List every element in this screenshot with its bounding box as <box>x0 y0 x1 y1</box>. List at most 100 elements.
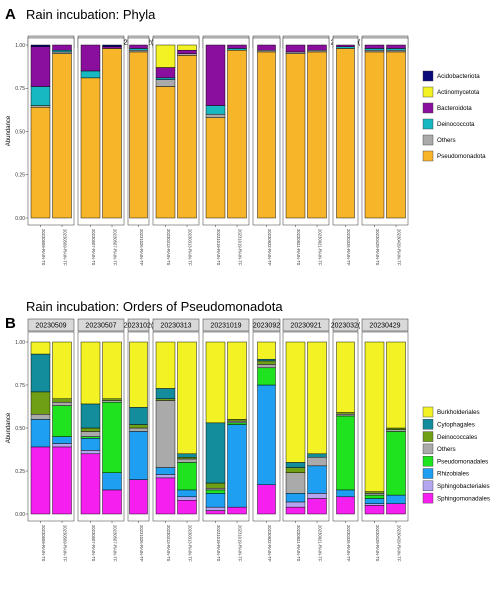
panel-a-bar-segment-pseudomonadota <box>307 51 327 219</box>
panel-b-facet-label: 20231019 <box>210 322 241 329</box>
panel-b-bar-segment-rhizobiales <box>155 467 176 475</box>
panel-b-bar-segment-sphingomonadales <box>257 484 276 515</box>
panel-b-legend-label: Sphingomonadales <box>437 495 490 502</box>
panel-b-facet-strip <box>77 318 125 332</box>
panel-b-bar-segment-rhizobiales <box>336 489 355 498</box>
panel-a-sample-label: 20230429-RAIN-TF <box>397 229 402 266</box>
panel-b-bar-segment-others <box>364 493 385 496</box>
panel-b-facet-strip <box>27 318 75 332</box>
panel-a-bar-segment-others <box>155 79 176 87</box>
panel-b-facet-label: 2023032( <box>331 322 361 329</box>
panel-a-sample-label: 20230921-RAIN-TF <box>318 229 323 266</box>
panel-b-sample-label: 20230429-RAIN-TF <box>397 525 402 562</box>
panel-b-bar-segment-pseudomonadales <box>257 367 276 386</box>
panel-a-bar-segment-pseudomonadota <box>30 107 51 219</box>
panel-b-facet-strip <box>202 318 250 332</box>
panel-b-bar-segment-others <box>177 458 197 463</box>
panel-a-bar-segment-others <box>285 51 306 54</box>
panel-b-sample-label: 20230509-RAIN-TF <box>63 525 68 562</box>
panel-a-bar-segment-bacteroidota <box>30 46 51 87</box>
panel-b-bar-segment-sphingomonadales <box>227 506 247 515</box>
panel-b-bar-segment-rhizobiales <box>307 465 327 494</box>
panel-a-legend-label: Bacteroidota <box>437 105 472 112</box>
panel-b-bar-segment-sphingobacteriales <box>205 506 226 511</box>
panel-b-bar-segment-others <box>307 457 327 467</box>
panel-b-bar-segment-deinococcales <box>52 398 72 403</box>
panel-a-sample-label: 20230922-RAIN-TF <box>267 229 272 266</box>
panel-a-bar-segment-others <box>52 51 72 54</box>
panel-b-bar-segment-others <box>155 400 176 468</box>
panel-b-bar-segment-pseudomonadales <box>386 431 406 496</box>
panel-a-sample-label: 20230507-RAIN-T0 <box>91 229 96 266</box>
panel-b-bar-segment-deinococcales <box>177 457 197 460</box>
panel-b-bar-segment-others <box>386 429 406 432</box>
panel-a-bar-segment-others <box>177 53 197 56</box>
panel-b-bar-segment-sphingobacteriales <box>364 503 385 506</box>
panel-b-facet-strip <box>127 318 150 332</box>
panel-b-legend-label: Burkholderiales <box>437 409 480 416</box>
panel-a-bar-segment-actinomycetota <box>155 44 176 68</box>
panel-b-bar-segment-sphingomonadales <box>205 510 226 515</box>
panel-b-bar-segment-rhizobiales <box>364 498 385 504</box>
panel-a-bar-segment-bacteroidota <box>177 49 197 54</box>
panel-a-bar-segment-bacteroidota <box>102 46 122 49</box>
panel-a-legend: Acidobacteriota Actinomycetota Bacteroidot… <box>422 70 486 162</box>
panel-b-legend-swatch <box>422 419 434 430</box>
panel-b-facet-label: 20230921 <box>290 322 321 329</box>
panel-a-bar-segment-pseudomonadota <box>386 51 406 219</box>
panel-b-bar-segment-deinococcales <box>155 398 176 401</box>
panel-b-facet-strip <box>282 318 330 332</box>
panel-b-ytick-label: 1.00 <box>15 340 25 346</box>
panel-a-bar-segment-pseudomonadota <box>364 51 385 219</box>
panel-b-bar-segment-sphingobacteriales <box>80 450 101 455</box>
panel-b-sample-label: 20231026-RAIN-TF <box>139 525 144 562</box>
panel-b-facet-label: 20230429 <box>369 322 400 329</box>
panel-b-legend-swatch <box>422 406 434 418</box>
panel-b-bar-segment-rhizobiales <box>285 493 306 503</box>
panel-b-bar-segment-rhizobiales <box>386 494 406 504</box>
panel-b-bar-segment-cytophagales <box>155 388 176 399</box>
panel-b-title: Rain incubation: Orders of Pseudomonadot… <box>26 299 283 314</box>
panel-b-bar-segment-cytophagales <box>80 403 101 429</box>
panel-b-ytick-label: 0.75 <box>15 383 25 389</box>
panel-b-sample-label: 20230921-RAIN-T0 <box>296 525 301 562</box>
panel-b-sample-label: 20230313-RAIN-T0 <box>166 525 171 562</box>
panel-a-title: Rain incubation: Phyla <box>26 7 156 22</box>
panel-b-bar-segment-rhizobiales <box>129 431 148 480</box>
panel-a-legend-label: Acidobacteriota <box>437 73 480 80</box>
panel-b-plot: 0.00 0.25 0.50 0.75 1.00 20230509 20230509-RAI… <box>15 318 409 562</box>
panel-a-legend-swatch <box>422 102 434 114</box>
panel-b-bar-segment-pseudomonadales <box>364 494 385 499</box>
panel-a-bar-segment-bacteroidota <box>52 44 72 51</box>
panel-b-facet-label: 2023102( <box>124 322 154 329</box>
panel-b-bar-segment-pseudomonadales <box>205 489 226 494</box>
panel-b-bar-segment-deinococcales <box>205 482 226 489</box>
panel-a-bar-segment-bacteroidota <box>285 44 306 53</box>
panel-a-bar-segment-others <box>307 49 327 53</box>
panel-b-facet-strip <box>252 318 281 332</box>
panel-a-bar-segment-bacteroidota <box>336 44 355 47</box>
panel-b-sample-label: 20230921-RAIN-TF <box>318 525 323 562</box>
panel-b-bar-segment-rhizobiales <box>80 438 101 451</box>
panel-b-bar-segment-sphingomonadales <box>177 500 197 515</box>
panel-b-bar-segment-sphingomonadales <box>285 506 306 515</box>
panel-b-bar-segment-burkholderiales <box>257 341 276 360</box>
panel-a-legend-swatch <box>422 86 434 98</box>
panel-a-bar-segment-deinococcota <box>129 48 148 51</box>
panel-b-bar-segment-deinococcales <box>336 412 355 415</box>
panel-a-bar-segment-acidobacteriota <box>30 44 51 47</box>
panel-b-ylabel: Abundance <box>6 412 12 443</box>
panel-a-sample-label: 20231019-RAIN-T0 <box>216 229 221 266</box>
panel-b-ytick-label: 0.25 <box>15 469 25 475</box>
panel-a-bar-segment-others <box>386 49 406 53</box>
panel-a-sample-label: 20230326-RAIN-TF <box>346 229 351 266</box>
panel-b-sample-label: 20231019-RAIN-TF <box>238 525 243 562</box>
panel-b-bar-segment-others <box>336 414 355 417</box>
panel-b-legend: Burkholderiales Cytophagales Deinococcales… <box>422 406 490 504</box>
panel-a-bar-segment-deinococcota <box>205 105 226 115</box>
panel-b-bar-segment-deinococcales <box>257 360 276 365</box>
panel-a-bar-segment-deinococcota <box>30 86 51 106</box>
panel-a-bar-segment-pseudomonadota <box>205 117 226 219</box>
panel-b-bar-segment-rhizobiales <box>177 489 197 498</box>
panel-b-legend-label: Cytophagales <box>437 422 475 429</box>
